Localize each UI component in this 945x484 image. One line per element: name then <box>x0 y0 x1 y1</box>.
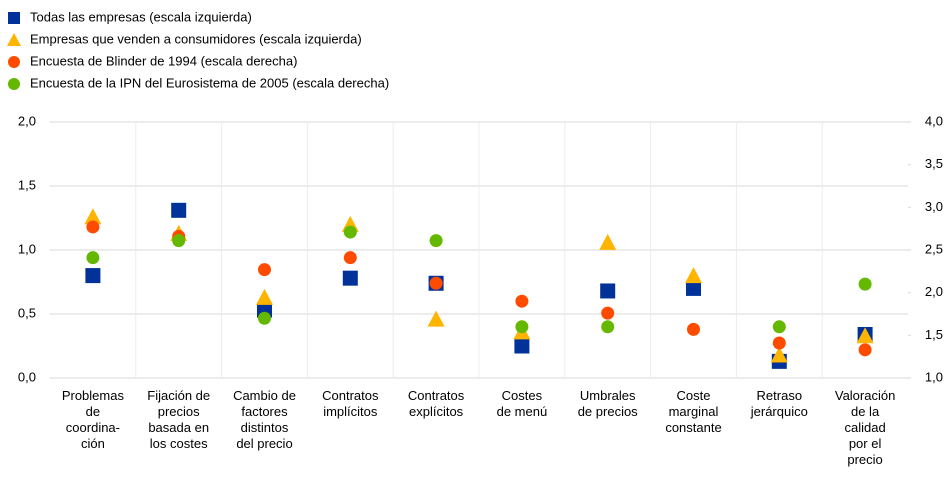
x-tick-line: Problemas <box>62 388 125 403</box>
x-tick-label: Fijación de precios basada en los costes <box>147 388 210 451</box>
x-tick-line: ción <box>81 436 105 451</box>
marker-square <box>171 202 187 218</box>
x-tick-line: distintos <box>241 420 289 435</box>
marker-square <box>514 338 530 354</box>
x-tick-line: por el <box>849 436 882 451</box>
x-tick-line: marginal <box>669 404 719 419</box>
x-tick-label: Contratos implícitos <box>322 388 379 419</box>
y2-tick-label: 3,0 <box>925 199 943 214</box>
marker-circle <box>429 234 443 248</box>
marker-square <box>686 280 701 296</box>
marker-circle <box>601 320 615 334</box>
marker-triangle <box>7 33 21 46</box>
x-tick-line: de la <box>851 404 880 419</box>
marker-circle <box>772 320 786 334</box>
x-tick-line: Contratos <box>408 388 465 403</box>
x-tick-label: Contratos explícitos <box>408 388 465 419</box>
marker-circle <box>8 78 20 90</box>
x-tick-line: Costes <box>502 388 543 403</box>
x-tick-line: factores <box>241 404 288 419</box>
marker-circle <box>343 225 357 239</box>
x-tick-line: de menú <box>497 404 548 419</box>
y2-tick-label: 2,0 <box>925 284 943 299</box>
marker-triangle <box>856 327 874 344</box>
legend-label: Encuesta de la IPN del Eurosistema de 20… <box>30 75 389 90</box>
x-tick-line: del precio <box>236 436 292 451</box>
x-tick-label: Valoración de la calidad por el precio <box>835 388 895 467</box>
marker-triangle <box>84 208 102 225</box>
marker-circle <box>343 251 357 265</box>
x-tick-label: Problemas de coordina-ción <box>62 388 125 451</box>
x-tick-line: Fijación de <box>147 388 210 403</box>
marker-triangle <box>256 288 273 305</box>
marker-circle <box>515 294 529 308</box>
x-tick-line: constante <box>665 420 721 435</box>
marker-square <box>8 12 20 24</box>
marker-circle <box>429 276 443 290</box>
marker-circle <box>515 320 529 334</box>
marker-triangle <box>427 310 445 327</box>
marker-square <box>600 283 616 299</box>
y-tick-label: 1,5 <box>18 177 36 192</box>
x-tick-line: Valoración <box>835 388 895 403</box>
x-tick-line: Coste <box>677 388 711 403</box>
marker-circle <box>772 336 786 350</box>
x-tick-line: Umbrales <box>580 388 636 403</box>
legend-label: Encuesta de Blinder de 1994 (escala dere… <box>30 53 297 68</box>
marker-triangle <box>599 233 617 250</box>
x-tick-line: de <box>86 404 100 419</box>
y2-tick-label: 2,5 <box>925 241 943 256</box>
x-tick-line: coordina- <box>66 420 120 435</box>
x-tick-line: precio <box>847 452 882 467</box>
marker-circle <box>8 56 20 68</box>
marker-circle <box>86 220 100 234</box>
marker-circle <box>86 251 100 265</box>
x-tick-line: calidad <box>844 420 885 435</box>
y-tick-label: 0,5 <box>18 305 36 320</box>
y2-tick-label: 4,0 <box>925 113 943 128</box>
y-tick-label: 2,0 <box>18 113 36 128</box>
legend-label: Empresas que venden a consumidores (esca… <box>30 31 362 46</box>
marker-circle <box>258 263 271 277</box>
x-tick-line: Cambio de <box>233 388 296 403</box>
marker-circle <box>858 343 872 357</box>
x-tick-line: jerárquico <box>750 404 808 419</box>
y-tick-label: 1,0 <box>18 241 36 256</box>
x-tick-label: Retraso jerárquico <box>750 388 808 419</box>
x-tick-line: implícitos <box>323 404 378 419</box>
marker-triangle <box>770 346 788 363</box>
marker-circle <box>858 277 872 291</box>
marker-square <box>85 268 101 284</box>
legend-label: Todas las empresas (escala izquierda) <box>30 9 252 24</box>
marker-square <box>342 270 358 286</box>
y2-tick-label: 3,5 <box>925 156 943 171</box>
x-tick-line: explícitos <box>409 404 464 419</box>
marker-circle <box>601 306 615 320</box>
x-tick-line: basada en <box>148 420 209 435</box>
marker-triangle <box>685 267 702 284</box>
x-tick-label: Cambio de factores distintos del precio <box>233 388 296 451</box>
y2-tick-label: 1,0 <box>925 369 943 384</box>
x-tick-label: Coste marginal constante <box>665 388 721 435</box>
marker-circle <box>687 322 700 336</box>
x-tick-label: Umbrales de precios <box>578 388 638 419</box>
x-tick-line: Contratos <box>322 388 379 403</box>
marker-circle <box>172 234 186 248</box>
x-tick-line: los costes <box>150 436 208 451</box>
y-tick-label: 0,0 <box>18 369 36 384</box>
x-tick-line: de precios <box>578 404 638 419</box>
x-tick-label: Costes de menú <box>497 388 548 419</box>
y2-tick-label: 1,5 <box>925 327 943 342</box>
marker-circle <box>258 311 271 325</box>
x-tick-line: precios <box>158 404 200 419</box>
x-tick-line: Retraso <box>757 388 803 403</box>
